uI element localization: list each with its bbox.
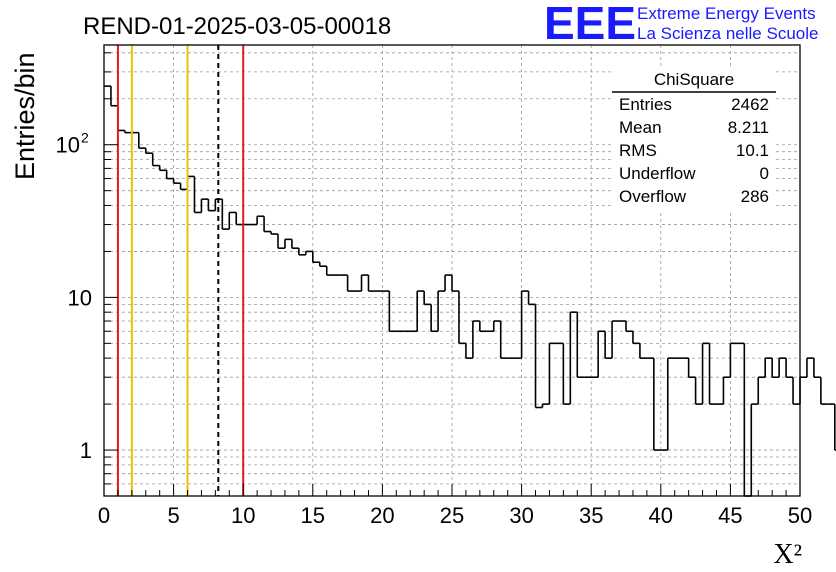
x-tick-label: 20 <box>370 503 394 528</box>
x-tick-label: 30 <box>509 503 533 528</box>
grid <box>104 45 800 496</box>
stats-row-value: 10.1 <box>736 141 769 160</box>
eee-logo: EEE <box>544 0 637 49</box>
x-tick-label: 50 <box>788 503 812 528</box>
x-axis-label: X² <box>773 539 802 570</box>
stats-row-label: Mean <box>619 118 662 137</box>
y-tick-label: 10 <box>68 285 92 310</box>
stats-row-value: 2462 <box>731 95 769 114</box>
logo-line-1: Extreme Energy Events <box>637 4 816 23</box>
y-axis-label: Entries/bin <box>10 52 40 180</box>
x-tick-label: 5 <box>167 503 179 528</box>
stats-row-value: 0 <box>760 164 769 183</box>
x-tick-label: 45 <box>718 503 742 528</box>
vertical-lines <box>116 45 245 496</box>
stats-box-title: ChiSquare <box>654 70 734 89</box>
stats-row-value: 8.211 <box>728 118 769 137</box>
x-tick-label: 25 <box>440 503 464 528</box>
y-tick-exponent: 2 <box>81 130 89 146</box>
stats-row-label: Overflow <box>619 187 687 206</box>
x-tick-label: 15 <box>301 503 325 528</box>
x-tick-label: 40 <box>649 503 673 528</box>
stats-box-background <box>612 66 776 210</box>
y-tick-label: 10 <box>56 133 80 158</box>
x-tick-label: 0 <box>98 503 110 528</box>
y-tick-label: 1 <box>80 438 92 463</box>
chart-title: REND-01-2025-03-05-00018 <box>83 13 391 40</box>
stats-row-label: RMS <box>619 141 657 160</box>
stats-row-value: 286 <box>741 187 769 206</box>
x-tick-label: 10 <box>231 503 255 528</box>
x-tick-label: 35 <box>579 503 603 528</box>
logo-line-2: La Scienza nelle Scuole <box>637 24 819 43</box>
stats-box: ChiSquare Entries 2462 Mean 8.211 RMS 10.1 Unde… <box>612 66 776 210</box>
stats-row-label: Underflow <box>619 164 696 183</box>
stats-row-label: Entries <box>619 95 672 114</box>
